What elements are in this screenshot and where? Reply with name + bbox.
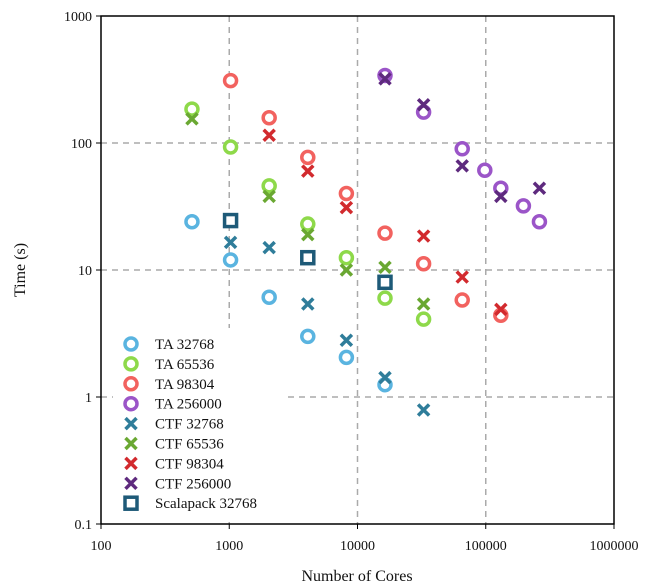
legend: TA 32768 TA 65536 TA 98304 TA 256000 CTF 327… [123, 336, 257, 512]
legend-background [113, 328, 288, 518]
legend-label-ctf-32768: CTF 32768 [155, 417, 224, 433]
ta-256000-point [477, 162, 493, 179]
legend-label-ta-256000: TA 256000 [155, 397, 222, 413]
legend-marker-ta-32768 [123, 336, 139, 352]
legend-label-scalapack-32768: Scalapack 32768 [155, 496, 257, 512]
ta-98304-point [377, 225, 393, 241]
scalapack-32768-point [300, 249, 316, 266]
x-tick-label: 100000 [465, 539, 507, 554]
legend-label-ctf-65536: CTF 65536 [155, 437, 224, 453]
ta-32768-point [261, 289, 277, 306]
x-axis-label: Number of Cores [301, 568, 412, 585]
x-tick-label: 1000000 [590, 539, 639, 554]
ta-98304-point [300, 149, 316, 166]
ctf-256000-point [416, 98, 431, 112]
legend-label-ta-32768: TA 32768 [155, 337, 214, 353]
ctf-65536-point [416, 297, 431, 311]
legend-marker-ctf-256000 [124, 476, 138, 491]
ctf-98304-point [339, 200, 354, 215]
ta-32768-point [222, 252, 239, 268]
legend-label-ctf-98304: CTF 98304 [155, 456, 224, 472]
ctf-256000-point [378, 72, 392, 86]
legend-marker-ta-98304 [123, 376, 139, 392]
legend-marker-scalapack-32768 [123, 495, 139, 511]
ctf-32768-point [262, 240, 276, 255]
y-tick-label: 1000 [64, 10, 92, 25]
ta-98304-point [338, 185, 355, 202]
ta-65536-point [261, 178, 277, 194]
ta-32768-point [338, 349, 355, 366]
ta-65536-point [377, 290, 393, 306]
ctf-32768-point [339, 333, 354, 347]
x-tick-label: 1000 [215, 539, 243, 554]
ta-98304-point [454, 292, 470, 308]
ta-32768-point [300, 328, 316, 345]
y-tick-label: 100 [71, 137, 92, 152]
legend-label-ta-98304: TA 98304 [155, 377, 215, 393]
ctf-65536-point [262, 189, 276, 204]
ta-32768-point [184, 213, 200, 230]
legend-marker-ctf-65536 [124, 436, 138, 451]
x-tick-label: 100 [91, 539, 112, 554]
ctf-32768-point [223, 235, 238, 250]
ta-98304-point [222, 72, 239, 89]
ta-256000-point [531, 213, 548, 230]
ctf-32768-point [416, 403, 431, 417]
ctf-256000-point [532, 181, 547, 196]
legend-marker-ta-65536 [123, 356, 139, 372]
scalapack-32768-point [222, 212, 239, 229]
ta-65536-point [415, 311, 432, 327]
y-tick-label: 1 [85, 391, 92, 406]
ta-65536-point [222, 139, 239, 155]
ctf-65536-point [339, 263, 354, 277]
ta-256000-point [454, 141, 470, 157]
ta-98304-point [415, 255, 432, 272]
ctf-256000-point [494, 189, 508, 204]
ctf-65536-point [301, 227, 315, 242]
ctf-98304-point [494, 302, 508, 317]
x-tick-label: 10000 [340, 539, 375, 554]
scalapack-32768-point [377, 274, 393, 291]
ta-98304-point [261, 110, 277, 126]
ta-256000-point [377, 67, 393, 84]
y-tick-label: 0.1 [75, 518, 93, 533]
legend-label-ta-65536: TA 65536 [155, 357, 215, 373]
ctf-98304-point [416, 229, 431, 243]
ctf-32768-point [301, 297, 315, 311]
legend-marker-ctf-98304 [124, 456, 138, 471]
ctf-32768-point [378, 370, 392, 385]
legend-box [113, 328, 288, 518]
legend-label-ctf-256000: CTF 256000 [155, 476, 231, 492]
ta-65536-point [300, 216, 316, 232]
y-tick-label: 10 [78, 264, 92, 279]
ctf-65536-point [185, 112, 199, 126]
legend-marker-ctf-32768 [124, 416, 138, 431]
ctf-65536-point [378, 260, 392, 275]
ta-65536-point [184, 101, 200, 117]
legend-marker-ta-256000 [123, 395, 139, 412]
ctf-256000-point [455, 159, 469, 173]
ctf-98304-point [301, 164, 315, 178]
ctf-98304-point [262, 128, 276, 143]
ctf-98304-point [455, 270, 469, 284]
axis-ticks: 100 1000 10000 100000 1000000 0.1 1 10 100 1000 [64, 10, 639, 554]
ta-256000-point [515, 198, 532, 214]
y-axis-label: Time (s) [12, 243, 29, 297]
ta-65536-point [338, 249, 355, 266]
data-points [184, 67, 548, 417]
